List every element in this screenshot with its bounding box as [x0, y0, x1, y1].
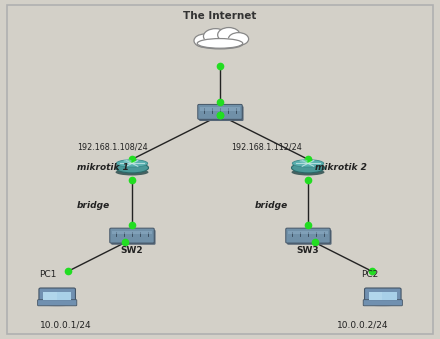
Ellipse shape [371, 302, 394, 307]
Text: SW3: SW3 [297, 246, 319, 255]
Text: bridge: bridge [77, 201, 110, 210]
Ellipse shape [116, 160, 148, 167]
Ellipse shape [300, 159, 308, 163]
FancyBboxPatch shape [44, 292, 71, 300]
Ellipse shape [46, 302, 69, 307]
FancyBboxPatch shape [44, 292, 56, 300]
FancyBboxPatch shape [369, 292, 397, 300]
Text: mikrotik 1: mikrotik 1 [77, 163, 129, 172]
Ellipse shape [115, 163, 148, 173]
Text: PC2: PC2 [361, 270, 378, 279]
FancyBboxPatch shape [110, 228, 154, 243]
FancyBboxPatch shape [287, 230, 332, 245]
FancyBboxPatch shape [201, 107, 239, 111]
Text: 192.168.1.112/24: 192.168.1.112/24 [231, 143, 302, 152]
Ellipse shape [218, 27, 240, 42]
Text: The Internet: The Internet [183, 11, 257, 21]
FancyBboxPatch shape [39, 288, 76, 303]
FancyBboxPatch shape [111, 230, 156, 245]
Ellipse shape [291, 169, 324, 176]
Text: mikrotik 2: mikrotik 2 [315, 163, 367, 172]
Text: bridge: bridge [255, 201, 289, 210]
FancyBboxPatch shape [38, 300, 77, 306]
Ellipse shape [203, 28, 228, 44]
FancyBboxPatch shape [369, 292, 382, 300]
Ellipse shape [197, 39, 243, 49]
FancyBboxPatch shape [113, 231, 152, 234]
FancyBboxPatch shape [365, 288, 401, 303]
Text: PC1: PC1 [40, 270, 57, 279]
FancyBboxPatch shape [289, 231, 327, 234]
Ellipse shape [228, 33, 249, 45]
Ellipse shape [198, 38, 242, 48]
Ellipse shape [115, 169, 148, 176]
FancyBboxPatch shape [198, 104, 242, 119]
Ellipse shape [291, 163, 324, 173]
FancyBboxPatch shape [199, 106, 244, 121]
FancyBboxPatch shape [363, 300, 403, 306]
Ellipse shape [292, 160, 324, 167]
Ellipse shape [124, 159, 132, 163]
Ellipse shape [194, 34, 215, 47]
FancyBboxPatch shape [286, 228, 330, 243]
Text: 10.0.0.1/24: 10.0.0.1/24 [40, 321, 91, 330]
Text: 192.168.1.108/24: 192.168.1.108/24 [77, 143, 148, 152]
Text: 10.0.0.2/24: 10.0.0.2/24 [337, 321, 388, 330]
Text: SW2: SW2 [121, 246, 143, 255]
